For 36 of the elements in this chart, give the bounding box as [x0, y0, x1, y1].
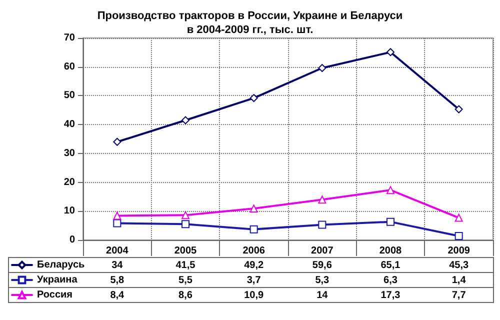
data-label: 59,6: [311, 259, 333, 273]
data-label: 1,4: [450, 274, 467, 288]
x-tick-label: 2005: [174, 246, 198, 256]
y-tick-label: 10: [64, 206, 76, 217]
x-tick-label: 2007: [311, 246, 334, 256]
legend-label: Украина: [37, 274, 78, 286]
data-label: 5,5: [178, 274, 194, 288]
data-label: 7,7: [450, 289, 467, 303]
legend-label: Россия: [37, 290, 73, 300]
data-label: 34: [110, 259, 124, 273]
data-label: 5,3: [314, 274, 330, 288]
chart-title: Производство тракторов в России, Украине и Беларуси в 2004-2009 гг., тыс. шт.: [97, 10, 403, 36]
legend-label: Беларусь: [37, 260, 85, 270]
y-tick-label: 0: [69, 234, 76, 246]
data-label: 10,9: [243, 289, 265, 303]
y-tick-label: 20: [64, 176, 76, 188]
data-label: 5,8: [109, 274, 126, 288]
data-label: 41,5: [174, 259, 196, 273]
data-label: 8,4: [109, 289, 126, 303]
y-tick-label: 70: [64, 32, 76, 44]
x-tick-label: 2006: [242, 246, 266, 256]
y-tick-label: 50: [64, 90, 76, 102]
y-tick-label: 60: [64, 61, 76, 72]
data-label: 65,1: [380, 259, 402, 273]
data-label: 49,2: [243, 259, 265, 273]
data-label: 17,3: [380, 289, 402, 303]
data-label: 6,3: [382, 274, 398, 288]
x-tick-label: 2008: [379, 246, 402, 256]
data-label: 45,3: [448, 259, 470, 273]
y-tick-label: 30: [64, 148, 76, 159]
data-label: 3,7: [246, 274, 262, 288]
data-label: 8,6: [178, 289, 194, 303]
y-tick-label: 40: [64, 119, 76, 130]
x-tick-label: 2009: [448, 246, 470, 256]
data-label: 14: [316, 289, 329, 303]
x-tick-label: 2004: [106, 246, 129, 256]
